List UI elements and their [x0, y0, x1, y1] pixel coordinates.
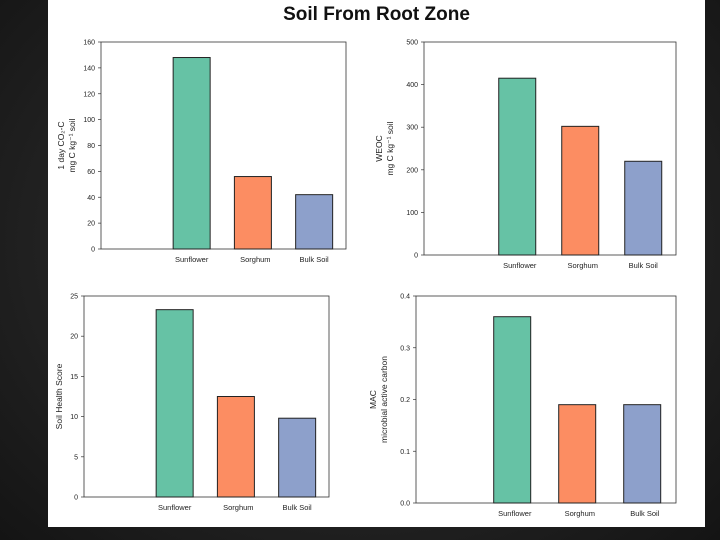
category-label: Sorghum — [240, 255, 270, 264]
bar-sorghum — [233, 176, 272, 250]
bar-sorghum — [558, 404, 597, 504]
bar-sorghum — [216, 396, 255, 498]
page-title: Soil From Root Zone — [283, 4, 470, 25]
y-tick-label: 0.3 — [400, 345, 410, 352]
y-tick-label: 15 — [70, 374, 78, 381]
y-tick-label: 25 — [70, 294, 78, 301]
y-axis-label: Soil Health Score — [54, 363, 64, 429]
y-axis-label: microbial active carbon — [379, 356, 389, 443]
category-label: Sorghum — [568, 261, 598, 270]
category-label: Bulk Soil — [630, 509, 660, 518]
y-tick-label: 500 — [406, 40, 418, 47]
y-tick-label: 120 — [83, 91, 95, 98]
y-tick-label: 200 — [406, 167, 418, 174]
y-tick-label: 20 — [70, 334, 78, 341]
y-tick-label: 300 — [406, 125, 418, 132]
y-tick-label: 400 — [406, 82, 418, 89]
category-label: Bulk Soil — [283, 503, 313, 512]
y-tick-label: 40 — [87, 195, 95, 202]
bar-sunflower — [498, 77, 537, 256]
y-tick-label: 60 — [87, 169, 95, 176]
y-tick-label: 0 — [91, 247, 95, 254]
y-axis-label: mg C kg⁻¹ soil — [67, 118, 77, 172]
y-tick-label: 140 — [83, 65, 95, 72]
category-label: Bulk Soil — [629, 261, 659, 270]
y-axis-label: mg C kg⁻¹ soil — [385, 121, 395, 175]
y-tick-label: 100 — [406, 210, 418, 217]
y-tick-label: 0.4 — [400, 294, 410, 301]
bar-bulk-soil — [295, 194, 334, 250]
bar-bulk-soil — [278, 417, 317, 498]
category-label: Sorghum — [565, 509, 595, 518]
y-axis-label: MAC — [368, 390, 378, 409]
category-label: Sunflower — [158, 503, 192, 512]
plot-frame-c — [83, 295, 330, 498]
bar-sorghum — [561, 125, 600, 256]
category-label: Sunflower — [175, 255, 209, 264]
slide: Soil From Root Zone 0 20 40 60 80 100 120 140 16… — [48, 0, 705, 527]
y-axis-label: 1 day CO₂-C — [56, 121, 66, 169]
bar-bulk-soil — [624, 160, 663, 256]
y-tick-label: 10 — [70, 414, 78, 421]
y-tick-label: 80 — [87, 143, 95, 150]
bar-sunflower — [155, 309, 194, 498]
bar-sunflower — [493, 316, 532, 504]
bar-bulk-soil — [623, 404, 662, 504]
y-tick-label: 20 — [87, 221, 95, 228]
y-tick-label: 0.2 — [400, 397, 410, 404]
category-label: Bulk Soil — [300, 255, 330, 264]
y-tick-label: 0 — [74, 495, 78, 502]
category-label: Sunflower — [498, 509, 532, 518]
y-tick-label: 100 — [83, 117, 95, 124]
y-tick-label: 5 — [74, 454, 78, 461]
category-label: Sorghum — [223, 503, 253, 512]
y-tick-label: 0.1 — [400, 449, 410, 456]
plot-frame-b — [423, 41, 677, 256]
y-tick-label: 160 — [83, 40, 95, 47]
y-axis-label: WEOC — [374, 135, 384, 161]
category-label: Sunflower — [503, 261, 537, 270]
y-tick-label: 0.0 — [400, 501, 410, 508]
y-tick-label: 0 — [414, 253, 418, 260]
bar-sunflower — [172, 57, 211, 250]
